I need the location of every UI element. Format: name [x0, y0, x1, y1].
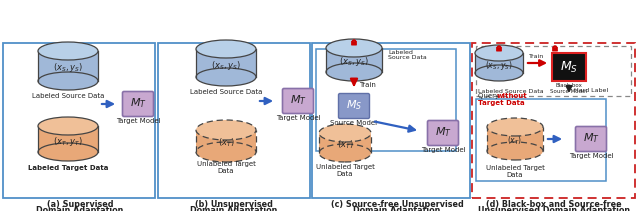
FancyBboxPatch shape [339, 93, 369, 119]
Polygon shape [487, 127, 543, 151]
Ellipse shape [196, 40, 256, 58]
Text: (b) Unsupervised: (b) Unsupervised [195, 200, 273, 209]
Ellipse shape [475, 45, 523, 61]
Ellipse shape [38, 143, 98, 161]
Ellipse shape [475, 65, 523, 81]
Text: Query: Query [478, 93, 501, 99]
Ellipse shape [196, 120, 256, 140]
Text: Labeled Source Data: Labeled Source Data [478, 89, 543, 94]
Text: $(x_S, y_S)$: $(x_S, y_S)$ [339, 55, 369, 69]
Text: $(x_S, y_S)$: $(x_S, y_S)$ [485, 58, 513, 72]
Text: Target Model: Target Model [569, 153, 613, 159]
Text: Target Model: Target Model [116, 118, 160, 124]
Text: $M_S$: $M_S$ [346, 98, 362, 112]
Text: (d) Black-box and Source-free: (d) Black-box and Source-free [486, 200, 622, 209]
Ellipse shape [38, 42, 98, 60]
Polygon shape [38, 126, 98, 152]
Text: Labeled Source Data: Labeled Source Data [32, 93, 104, 99]
Ellipse shape [326, 39, 382, 57]
Text: without: without [497, 93, 528, 99]
Text: $(x_S, y_S)$: $(x_S, y_S)$ [211, 58, 241, 72]
FancyBboxPatch shape [497, 47, 502, 51]
Text: $M_T$: $M_T$ [435, 125, 451, 139]
Text: Source Model: Source Model [330, 120, 378, 126]
Ellipse shape [319, 124, 371, 142]
FancyBboxPatch shape [282, 88, 314, 114]
Polygon shape [196, 49, 256, 77]
Text: $M_T$: $M_T$ [289, 93, 307, 107]
Text: $(x_T)$: $(x_T)$ [218, 137, 234, 149]
Ellipse shape [319, 144, 371, 162]
Polygon shape [475, 53, 523, 73]
FancyBboxPatch shape [122, 92, 154, 116]
Text: (c) Source-free Unsupervised: (c) Source-free Unsupervised [331, 200, 463, 209]
Text: $(x_T)$: $(x_T)$ [508, 135, 523, 147]
Text: Unlabeled Target
Data: Unlabeled Target Data [486, 165, 545, 178]
Text: Domain Adaptation: Domain Adaptation [36, 206, 124, 211]
Polygon shape [38, 51, 98, 81]
Polygon shape [196, 130, 256, 152]
Text: Domain Adaptation: Domain Adaptation [353, 206, 441, 211]
Text: Train: Train [529, 54, 545, 59]
Ellipse shape [487, 142, 543, 160]
Polygon shape [326, 48, 382, 72]
Text: $(x_T, y_T)$: $(x_T, y_T)$ [53, 134, 83, 147]
Ellipse shape [38, 72, 98, 90]
Text: Target Data: Target Data [478, 100, 525, 106]
Text: Unlabeled Target
Data: Unlabeled Target Data [196, 161, 255, 174]
Text: $M_T$: $M_T$ [129, 96, 147, 110]
Text: Train: Train [359, 82, 376, 88]
Text: (a) Supervised: (a) Supervised [47, 200, 113, 209]
Text: $(x_S, y_S)$: $(x_S, y_S)$ [53, 61, 83, 74]
Text: Black-box
Source Model: Black-box Source Model [550, 83, 588, 94]
Text: Unsupervised Domain Adaptation: Unsupervised Domain Adaptation [478, 206, 630, 211]
Polygon shape [319, 133, 371, 153]
Text: $(x_T)$: $(x_T)$ [337, 139, 353, 151]
Text: Target Model: Target Model [420, 147, 465, 153]
Text: Labeled Source Data: Labeled Source Data [190, 89, 262, 95]
FancyBboxPatch shape [428, 120, 458, 146]
Text: Domain Adaptation: Domain Adaptation [190, 206, 278, 211]
Ellipse shape [38, 117, 98, 135]
Ellipse shape [196, 68, 256, 86]
Text: Hard Label: Hard Label [574, 88, 608, 92]
FancyBboxPatch shape [575, 127, 607, 151]
FancyBboxPatch shape [552, 47, 557, 51]
Ellipse shape [487, 118, 543, 136]
FancyBboxPatch shape [552, 53, 586, 81]
Text: $M_T$: $M_T$ [582, 131, 600, 145]
Text: Target Model: Target Model [276, 115, 320, 121]
Text: Unlabeled Target
Data: Unlabeled Target Data [316, 164, 374, 177]
Text: $M_S$: $M_S$ [560, 60, 578, 74]
Ellipse shape [326, 63, 382, 81]
Ellipse shape [196, 142, 256, 162]
Text: Labeled Target Data: Labeled Target Data [28, 165, 108, 171]
FancyBboxPatch shape [351, 42, 356, 45]
Text: Labeled
Source Data: Labeled Source Data [388, 50, 427, 60]
